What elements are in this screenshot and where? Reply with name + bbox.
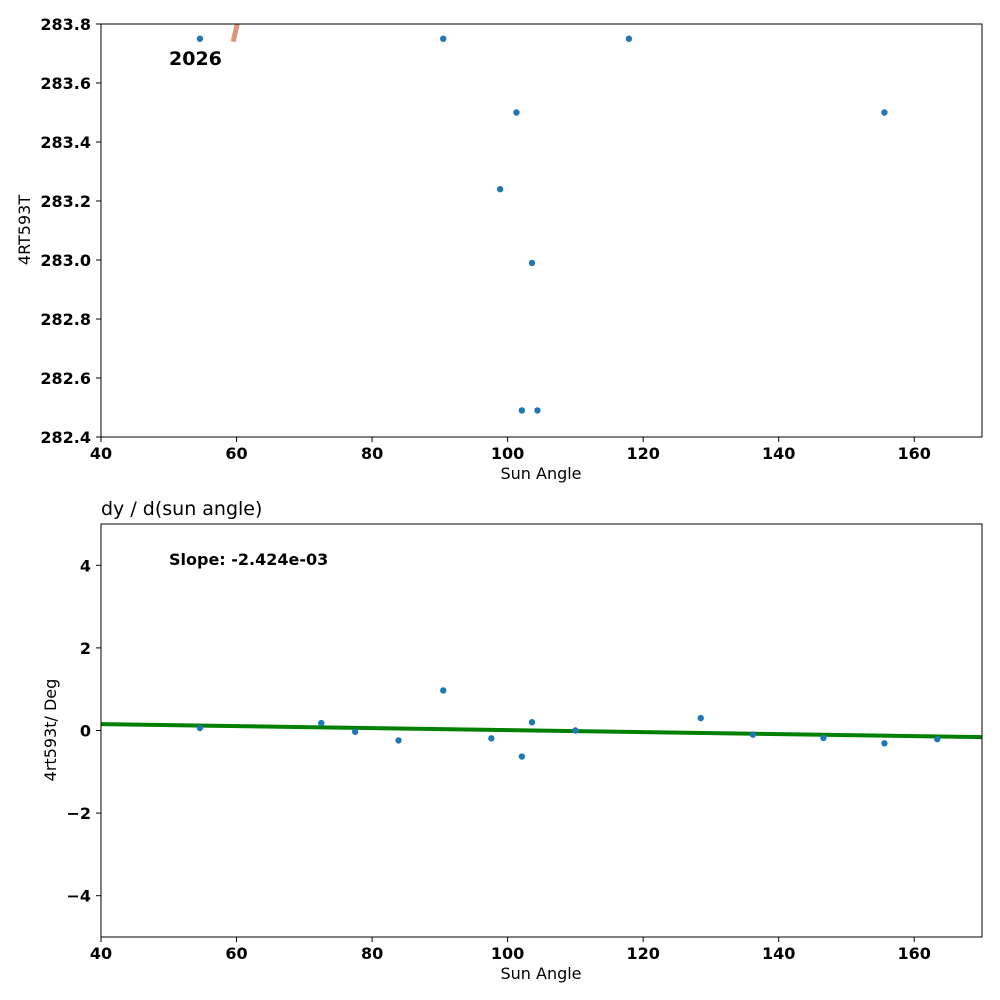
x-tick-label: 60 [225,944,247,963]
top-y-axis-label: 4RT593T [15,195,34,265]
data-point [518,407,526,414]
data-point [528,719,536,726]
x-tick-label: 100 [491,944,524,963]
fit-line [101,722,982,740]
x-tick-label: 120 [626,444,659,463]
y-tick-label: −4 [66,887,91,906]
x-tick-label: 160 [898,944,931,963]
y-tick-label: 282.4 [40,428,91,447]
x-tick-label: 120 [626,944,659,963]
y-tick-label: 283.6 [40,74,91,93]
top-x-axis-label: Sun Angle [500,464,581,483]
y-tick-label: 283.4 [40,133,91,152]
y-tick-label: 282.8 [40,310,91,329]
data-point [820,734,827,742]
data-point [513,109,520,116]
data-point [496,186,504,193]
top-panel: 40 60 80 100 120 140 160 282.4 282.6 282.8 283.0 2… [15,15,983,483]
bottom-chart-title: dy / d(sun angle) [101,498,262,520]
y-tick-label: 283.2 [40,192,91,211]
x-tick-label: 60 [225,444,247,463]
trend-segment [230,24,240,43]
y-tick-label: 283.8 [40,15,91,34]
x-tick-label: 80 [361,444,383,463]
y-tick-label: 4 [80,556,91,575]
data-point [440,687,447,694]
data-point [697,714,704,722]
x-tick-label: 160 [898,444,931,463]
x-tick-label: 140 [762,444,795,463]
y-tick-label: 2 [80,639,91,658]
data-point [318,719,325,727]
x-tick-label: 100 [491,444,524,463]
data-point [488,735,495,742]
data-point [518,753,526,760]
data-point [440,35,447,42]
x-tick-label: 40 [90,944,112,963]
data-point [196,35,204,42]
data-point [196,724,204,732]
data-point [749,731,757,738]
data-point [528,259,536,267]
data-point [572,727,579,734]
data-point [395,737,402,744]
data-point [881,740,888,747]
data-point [351,728,359,735]
data-point [934,735,941,743]
y-tick-label: 282.6 [40,369,91,388]
x-tick-label: 80 [361,944,383,963]
y-tick-label: −2 [66,804,91,823]
x-tick-label: 40 [90,444,112,463]
top-annotation: 2026 [169,48,222,70]
bottom-panel: dy / d(sun angle) 40 60 80 100 120 140 160 −4−… [41,498,983,983]
top-plot-frame [100,23,983,438]
bottom-y-axis-label: 4rt593t/ Deg [41,679,60,782]
x-tick-label: 140 [762,944,795,963]
y-tick-label: 0 [80,722,91,741]
data-point [881,109,888,116]
top-plot-area [101,24,982,437]
data-point [534,407,541,414]
bottom-annotation: Slope: -2.424e-03 [169,550,328,569]
y-tick-label: 283.0 [40,251,91,270]
bottom-x-axis-label: Sun Angle [500,964,581,983]
data-point [625,35,633,42]
